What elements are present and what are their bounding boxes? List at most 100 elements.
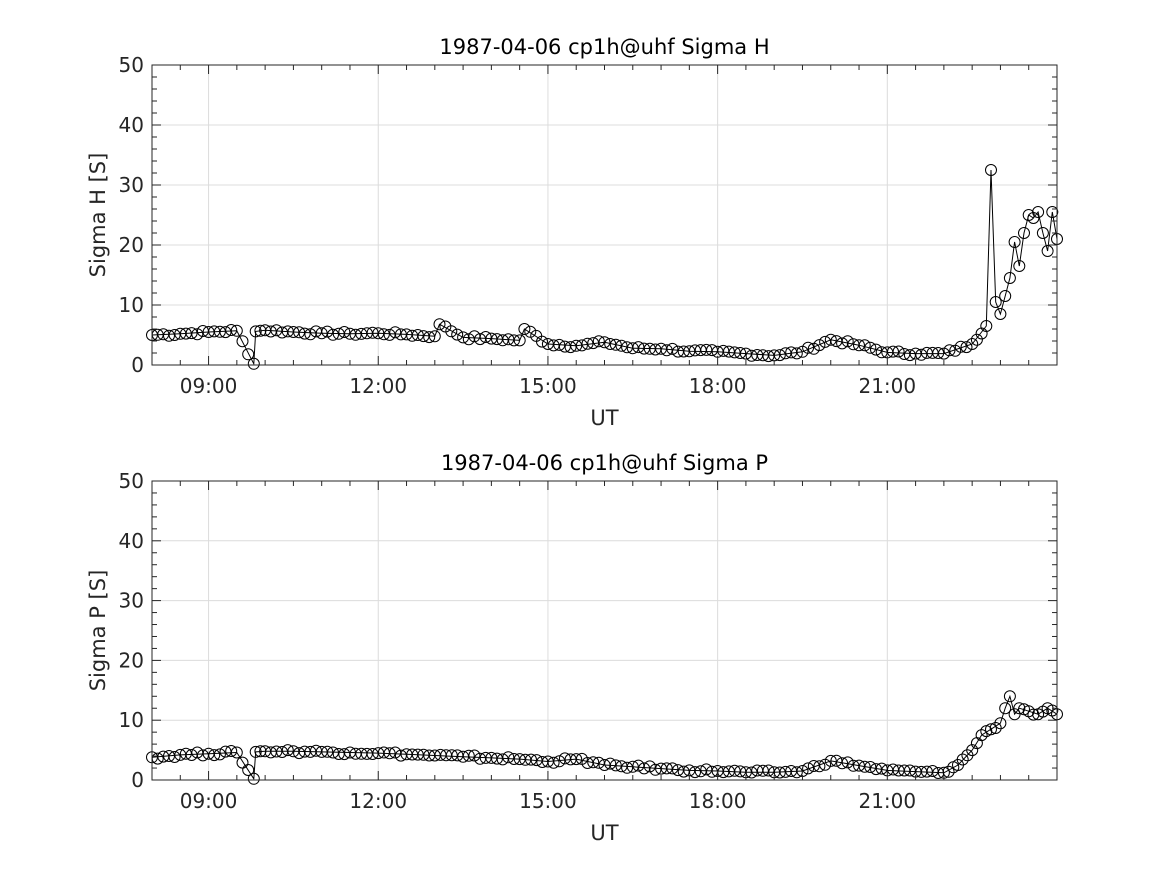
sigma-p-y-tick-label: 30 — [119, 589, 144, 613]
sigma-h-data-point — [604, 338, 617, 350]
sigma-h-data-point — [773, 349, 786, 362]
sigma-p-data-point — [773, 766, 786, 779]
sigma-p-data-point — [1008, 708, 1021, 721]
sigma-p-x-tick-label: 18:00 — [689, 789, 747, 813]
sigma-p-series-line — [151, 694, 1058, 781]
sigma-h-data-point — [247, 357, 260, 370]
sigma-p-data-point — [836, 757, 849, 770]
sigma-p-data-point — [236, 756, 249, 769]
sigma-p-data-point — [553, 755, 566, 768]
sigma-h-data-point — [892, 345, 905, 358]
sigma-h-data-point — [615, 339, 628, 352]
sigma-h-data-point — [1008, 236, 1021, 248]
sigma-p-data-point — [660, 762, 673, 775]
sigma-p-panel: 0 10 20 30 40 50 09:00 12:00 15:00 18:00 21:00 198… — [86, 451, 1063, 845]
sigma-p-data-point — [824, 754, 837, 767]
sigma-p-data-point — [230, 746, 243, 759]
sigma-p-data-point — [525, 753, 537, 766]
sigma-h-data-point — [479, 331, 492, 343]
sigma-h-data-point — [858, 339, 871, 352]
sigma-h-data-point — [1041, 245, 1054, 257]
sigma-h-data-point — [1036, 227, 1049, 239]
sigma-h-data-point — [293, 326, 306, 339]
sigma-h-data-point — [989, 296, 1002, 308]
sigma-p-ticks — [151, 480, 1057, 781]
sigma-p-data-point — [247, 772, 260, 785]
sigma-h-data-point — [592, 335, 605, 348]
sigma-h-data-point — [683, 345, 696, 358]
sigma-h-data-point — [287, 326, 300, 338]
sigma-h-data-point — [298, 327, 311, 340]
sigma-p-data-point — [1003, 690, 1016, 703]
sigma-p-data-point — [745, 766, 758, 779]
sigma-h-data-point — [1003, 272, 1016, 284]
sigma-h-data-point — [451, 328, 464, 341]
sigma-h-data-point — [445, 325, 458, 338]
sigma-h-data-point — [254, 324, 267, 337]
sigma-h-data-point — [841, 335, 854, 348]
sigma-h-data-point — [575, 339, 588, 352]
sigma-h-data-point — [853, 339, 865, 352]
sigma-h-data-point — [536, 335, 548, 348]
sigma-h-data-point — [570, 339, 583, 352]
sigma-h-y-axis-label: Sigma H [S] — [86, 153, 110, 278]
sigma-p-x-tick-label: 21:00 — [858, 789, 916, 813]
sigma-h-data-point — [225, 324, 238, 336]
sigma-h-data-point — [609, 338, 622, 351]
sigma-h-series-line — [151, 169, 1058, 366]
sigma-p-data-point — [281, 744, 294, 757]
sigma-p-data-point — [926, 765, 939, 777]
sigma-p-y-tick-label: 0 — [131, 768, 144, 792]
sigma-h-data-point — [700, 343, 713, 356]
sigma-p-chart-title: 1987-04-06 cp1h@uhf Sigma P — [441, 451, 768, 475]
sigma-p-data-point — [790, 766, 803, 779]
sigma-p-data-point — [570, 753, 583, 766]
sigma-h-x-axis-label: UT — [590, 406, 618, 430]
sigma-p-data-point — [975, 729, 988, 742]
sigma-p-x-tick-label: 09:00 — [180, 789, 238, 813]
sigma-p-data-point — [858, 760, 871, 773]
sigma-h-data-point — [513, 334, 526, 347]
sigma-p-series — [146, 690, 1063, 785]
sigma-h-data-point — [980, 320, 993, 332]
sigma-p-data-point — [609, 759, 622, 772]
sigma-h-data-point — [802, 341, 815, 354]
sigma-h-data-point — [338, 326, 351, 338]
sigma-p-y-tick-label: 50 — [119, 469, 144, 493]
sigma-p-y-tick-label: 20 — [119, 648, 144, 672]
sigma-h-data-point — [870, 343, 882, 356]
sigma-h-data-point — [249, 325, 262, 338]
sigma-p-data-point — [762, 764, 775, 777]
sigma-p-data-point — [327, 746, 339, 759]
sigma-h-data-point — [321, 325, 334, 338]
sigma-h-data-point — [564, 341, 577, 354]
sigma-h-y-tick-label: 50 — [119, 53, 144, 77]
sigma-h-data-point — [236, 335, 249, 348]
sigma-h-y-tick-label: 30 — [119, 173, 144, 197]
sigma-p-data-point — [813, 760, 826, 773]
sigma-h-data-point — [213, 325, 226, 338]
sigma-h-x-tick-label: 09:00 — [180, 374, 238, 398]
sigma-p-y-tick-label: 10 — [119, 708, 144, 732]
sigma-h-data-point — [994, 308, 1007, 320]
sigma-h-data-point — [970, 333, 983, 346]
sigma-p-data-point — [999, 702, 1012, 715]
sigma-h-data-point — [954, 340, 967, 353]
sigma-h-data-point — [937, 347, 950, 360]
sigma-p-data-point — [989, 722, 1002, 734]
sigma-h-data-point — [428, 330, 441, 343]
sigma-p-data-point — [468, 749, 481, 762]
sigma-p-data-point — [666, 762, 679, 775]
sigma-p-data-point — [985, 723, 997, 736]
sigma-h-data-point — [518, 323, 531, 335]
sigma-p-data-point — [179, 747, 192, 760]
sigma-h-data-point — [1013, 260, 1026, 272]
sigma-h-data-point — [824, 333, 837, 346]
sigma-h-data-point — [915, 348, 928, 361]
sigma-h-x-tick-label: 18:00 — [689, 374, 747, 398]
sigma-h-data-point — [813, 339, 826, 352]
sigma-p-x-tick-label: 15:00 — [519, 789, 577, 813]
sigma-h-data-point — [960, 341, 973, 354]
